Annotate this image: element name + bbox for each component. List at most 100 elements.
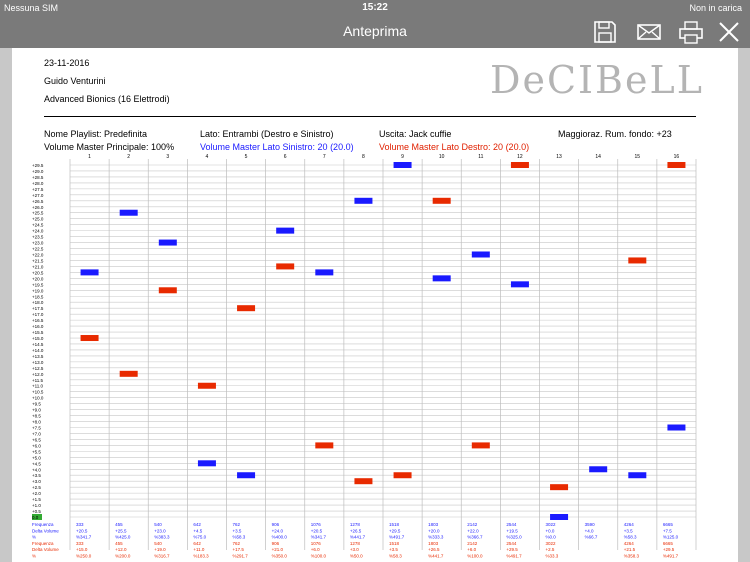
electrode-label: 9: [401, 154, 404, 160]
electrode-label: 5: [245, 154, 248, 160]
y-tick-label: +11.5: [32, 378, 44, 383]
electrode-chart: +29.5+29.0+28.5+28.0+27.5+27.0+26.5+26.0…: [32, 154, 697, 559]
y-tick-label: +24.5: [32, 223, 44, 228]
mail-icon[interactable]: [636, 19, 662, 45]
row-value: %383.3: [154, 535, 170, 540]
row-value: 2142: [467, 522, 478, 527]
clock: 15:22: [362, 2, 388, 13]
electrode-label: 12: [517, 154, 523, 160]
electrode-label: 6: [284, 154, 287, 160]
row-value: +12.0: [115, 547, 127, 552]
right-marker: [628, 257, 647, 264]
row-value: %441.7: [428, 554, 444, 559]
left-marker: [80, 269, 99, 276]
row-value: +25.5: [115, 528, 127, 533]
right-marker: [510, 162, 529, 168]
electrode-label: 8: [362, 154, 365, 160]
electrode-label: 16: [674, 154, 680, 160]
row-value: 1518: [389, 522, 400, 527]
left-marker: [471, 251, 490, 258]
y-tick-label: +28.5: [32, 175, 44, 180]
row-value: %491.7: [389, 535, 405, 540]
row-value: %325.0: [506, 535, 522, 540]
row-label: Frequenza: [32, 522, 54, 527]
row-value: +19.0: [154, 547, 166, 552]
y-tick-label: +16.0: [32, 324, 44, 329]
nav-bar: Anteprima: [0, 16, 750, 48]
print-icon[interactable]: [678, 19, 704, 45]
y-tick-label: +9.0: [32, 408, 41, 413]
right-marker: [276, 263, 295, 270]
row-label: %: [32, 554, 36, 559]
row-value: +23.0: [154, 528, 166, 533]
y-tick-label: +0.5: [32, 509, 41, 514]
row-value: 6665: [663, 541, 674, 546]
right-marker: [550, 484, 569, 491]
y-tick-label: +20.5: [32, 270, 44, 275]
y-tick-label: +5.0: [32, 455, 41, 460]
row-value: 2544: [506, 522, 517, 527]
side-label: Lato: Entrambi (Destro e Sinistro): [200, 129, 334, 139]
close-icon[interactable]: [716, 19, 742, 45]
electrode-label: 1: [88, 154, 91, 160]
output-label: Uscita: Jack cuffie: [379, 129, 452, 139]
row-value: +6.0: [311, 547, 320, 552]
row-value: %341.7: [311, 535, 327, 540]
row-value: 540: [154, 522, 162, 527]
row-value: %350.0: [272, 554, 288, 559]
y-tick-label: +23.5: [32, 235, 44, 240]
row-value: %66.7: [585, 535, 598, 540]
y-tick-label: +9.5: [32, 402, 41, 407]
carrier-label: Nessuna SIM: [4, 3, 59, 13]
row-value: 2544: [506, 541, 517, 546]
y-tick-label: +26.0: [32, 205, 44, 210]
master-right-volume: Volume Master Lato Destro: 20 (20.0): [379, 142, 530, 152]
left-marker: [393, 162, 412, 168]
row-value: %100.0: [467, 554, 483, 559]
row-value: +22.0: [467, 528, 479, 533]
y-tick-label: +13.0: [32, 360, 44, 365]
right-marker: [80, 335, 99, 342]
left-marker: [237, 472, 256, 479]
row-label: %: [32, 535, 36, 540]
y-tick-label: +21.0: [32, 264, 44, 269]
row-value: +21.0: [272, 547, 284, 552]
row-value: %125.0: [663, 535, 679, 540]
row-value: +26.5: [428, 547, 440, 552]
electrode-label: 4: [206, 154, 209, 160]
right-marker: [471, 442, 490, 449]
master-volume: Volume Master Principale: 100%: [44, 142, 175, 152]
y-tick-label: +20.0: [32, 276, 44, 281]
left-marker: [628, 472, 647, 479]
row-value: %100.0: [311, 554, 327, 559]
row-value: +21.5: [624, 547, 636, 552]
row-value: +3.0: [350, 547, 359, 552]
right-marker: [158, 287, 177, 294]
y-tick-label: +22.5: [32, 247, 44, 252]
left-marker: [119, 209, 138, 216]
y-tick-label: +14.0: [32, 348, 44, 353]
left-marker: [510, 281, 529, 288]
row-value: 540: [154, 541, 162, 546]
right-marker: [197, 382, 216, 389]
row-value: +3.5: [233, 528, 242, 533]
y-tick-label: +27.5: [32, 187, 44, 192]
save-icon[interactable]: [592, 19, 618, 45]
y-tick-label: +16.5: [32, 318, 44, 323]
y-tick-label: +3.0: [32, 479, 41, 484]
row-value: 333: [76, 522, 84, 527]
y-tick-label: +2.0: [32, 491, 41, 496]
row-value: +17.5: [233, 547, 245, 552]
row-value: %491.7: [506, 554, 522, 559]
y-tick-label: +11.0: [32, 384, 44, 389]
y-tick-label: +18.0: [32, 300, 44, 305]
y-tick-label: +10.5: [32, 390, 44, 395]
left-marker: [354, 197, 373, 204]
header-divider: [44, 116, 696, 117]
y-tick-label: +15.5: [32, 330, 44, 335]
y-tick-label: +7.5: [32, 426, 41, 431]
y-tick-label: +19.0: [32, 288, 44, 293]
patient-name: Guido Venturini: [44, 76, 106, 86]
row-value: %50.0: [350, 554, 363, 559]
y-tick-label: +10.0: [32, 396, 44, 401]
